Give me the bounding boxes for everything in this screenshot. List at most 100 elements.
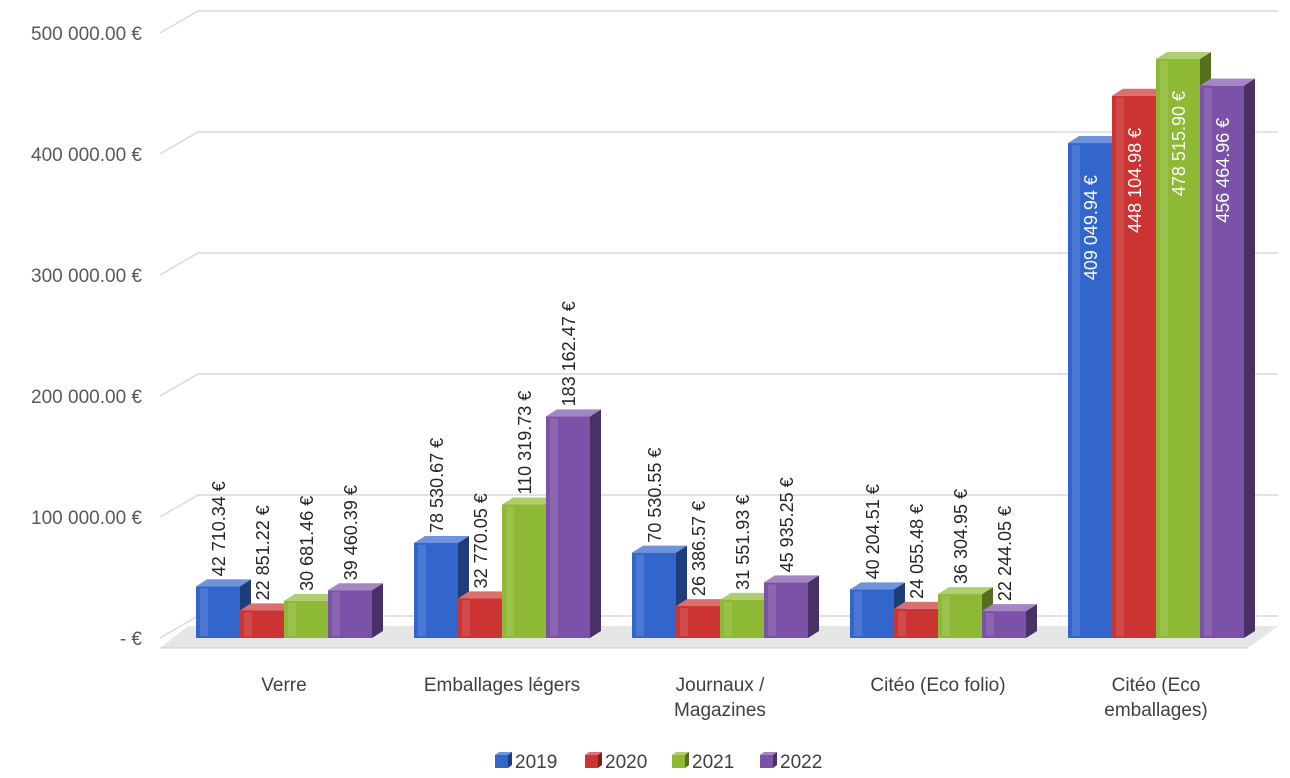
- bar-top: [850, 582, 905, 590]
- legend-item: 2021: [672, 752, 734, 773]
- bar-highlight: [418, 544, 426, 636]
- data-label: 42 710.34 €: [209, 481, 229, 576]
- bar-front: [720, 599, 764, 638]
- legend-swatch: [760, 755, 773, 768]
- legend-item: 2020: [585, 752, 647, 773]
- bar: [764, 575, 819, 638]
- x-axis: Verre Emballages légers Journaux / Magazine…: [261, 675, 1207, 721]
- x-tick-label: Magazines: [674, 700, 766, 721]
- legend-swatch-top: [672, 752, 689, 755]
- data-label: 31 551.93 €: [733, 495, 753, 590]
- bar-highlight: [1204, 87, 1212, 637]
- legend-item: 2019: [495, 752, 557, 773]
- data-label: 30 681.46 €: [297, 496, 317, 591]
- legend: 2019 2020 2021 2022: [495, 752, 822, 773]
- bar-front: [676, 606, 720, 638]
- y-tick-label: 200 000.00 €: [31, 387, 142, 408]
- data-label: 183 162.47 €: [559, 301, 579, 406]
- x-tick-label: Citéo (Eco folio): [870, 675, 1005, 696]
- legend-swatch-top: [760, 752, 777, 755]
- legend-swatch-top: [495, 752, 512, 755]
- bar-top: [982, 604, 1037, 612]
- bar-highlight: [768, 584, 776, 636]
- legend-label: 2021: [692, 752, 734, 773]
- bar-front: [546, 416, 590, 638]
- x-tick-label: Emballages légers: [424, 675, 580, 696]
- bar-top: [502, 497, 557, 505]
- bar-highlight: [200, 588, 208, 636]
- legend-swatch-side: [773, 752, 777, 768]
- bar-highlight: [1072, 145, 1080, 637]
- bar-top: [1200, 78, 1255, 86]
- bar-front: [414, 542, 458, 638]
- bar-front: [1156, 58, 1200, 638]
- bar-side: [1244, 78, 1255, 639]
- bar-side: [590, 409, 601, 638]
- bar-highlight: [724, 601, 732, 636]
- bar-highlight: [636, 554, 644, 636]
- bar-top: [676, 599, 731, 607]
- bar-highlight: [244, 612, 252, 636]
- legend-swatch: [585, 755, 598, 768]
- data-labels: 42 710.34 € 22 851.22 € 30 681.46 € 39 460.…: [209, 91, 1233, 601]
- y-tick-label: 100 000.00 €: [31, 508, 142, 529]
- bar-front: [1068, 143, 1112, 639]
- bar-top: [240, 603, 295, 611]
- legend-swatch: [495, 755, 508, 768]
- bar-highlight: [1160, 60, 1168, 636]
- data-label: 45 935.25 €: [777, 477, 797, 572]
- bar-front: [894, 608, 938, 638]
- bar-top: [894, 601, 949, 609]
- bar-top: [546, 409, 601, 417]
- x-tick-label: emballages): [1104, 700, 1208, 721]
- bar-front: [1200, 85, 1244, 639]
- bars: [196, 51, 1255, 639]
- data-label: 39 460.39 €: [341, 485, 361, 580]
- bar-front: [764, 582, 808, 638]
- bar-highlight: [680, 608, 688, 636]
- bar-highlight: [550, 418, 558, 636]
- data-label: 70 530.55 €: [645, 448, 665, 543]
- bar: [546, 409, 601, 638]
- bar-top: [284, 593, 339, 601]
- bar-front: [502, 504, 546, 638]
- data-label: 478 515.90 €: [1169, 91, 1189, 196]
- bar-top: [764, 575, 819, 583]
- bar-top: [938, 587, 993, 595]
- data-label: 78 530.67 €: [427, 438, 447, 533]
- bar-front: [328, 590, 372, 638]
- y-axis: - € 100 000.00 € 200 000.00 € 300 000.00 € 4…: [31, 24, 142, 650]
- bar-highlight: [332, 592, 340, 636]
- bar: [1200, 78, 1255, 639]
- legend-label: 2022: [780, 752, 822, 773]
- bar-front: [938, 594, 982, 638]
- data-label: 40 204.51 €: [863, 484, 883, 579]
- legend-label: 2020: [605, 752, 647, 773]
- bar: [328, 583, 383, 638]
- y-tick-label: 300 000.00 €: [31, 266, 142, 287]
- legend-label: 2019: [515, 752, 557, 773]
- bar-side: [1026, 604, 1037, 638]
- data-label: 456 464.96 €: [1213, 118, 1233, 223]
- bar-front: [284, 600, 328, 638]
- data-label: 22 851.22 €: [253, 505, 273, 600]
- bar-highlight: [854, 591, 862, 636]
- bar: [982, 604, 1037, 638]
- y-tick-label: 500 000.00 €: [31, 24, 142, 45]
- bar-highlight: [506, 506, 514, 636]
- bar-front: [632, 552, 676, 638]
- bar-top: [632, 545, 687, 553]
- x-tick-label: Verre: [261, 675, 306, 696]
- data-label: 26 386.57 €: [689, 501, 709, 596]
- legend-swatch-side: [598, 752, 602, 768]
- data-label: 448 104.98 €: [1125, 128, 1145, 233]
- gridline: [159, 252, 1278, 276]
- bar-front: [850, 589, 894, 638]
- bar-front: [458, 598, 502, 638]
- y-tick-label: - €: [120, 629, 143, 650]
- bar-highlight: [462, 600, 470, 636]
- bar-top: [458, 591, 513, 599]
- bar-top: [196, 579, 251, 587]
- gridline: [159, 494, 1278, 518]
